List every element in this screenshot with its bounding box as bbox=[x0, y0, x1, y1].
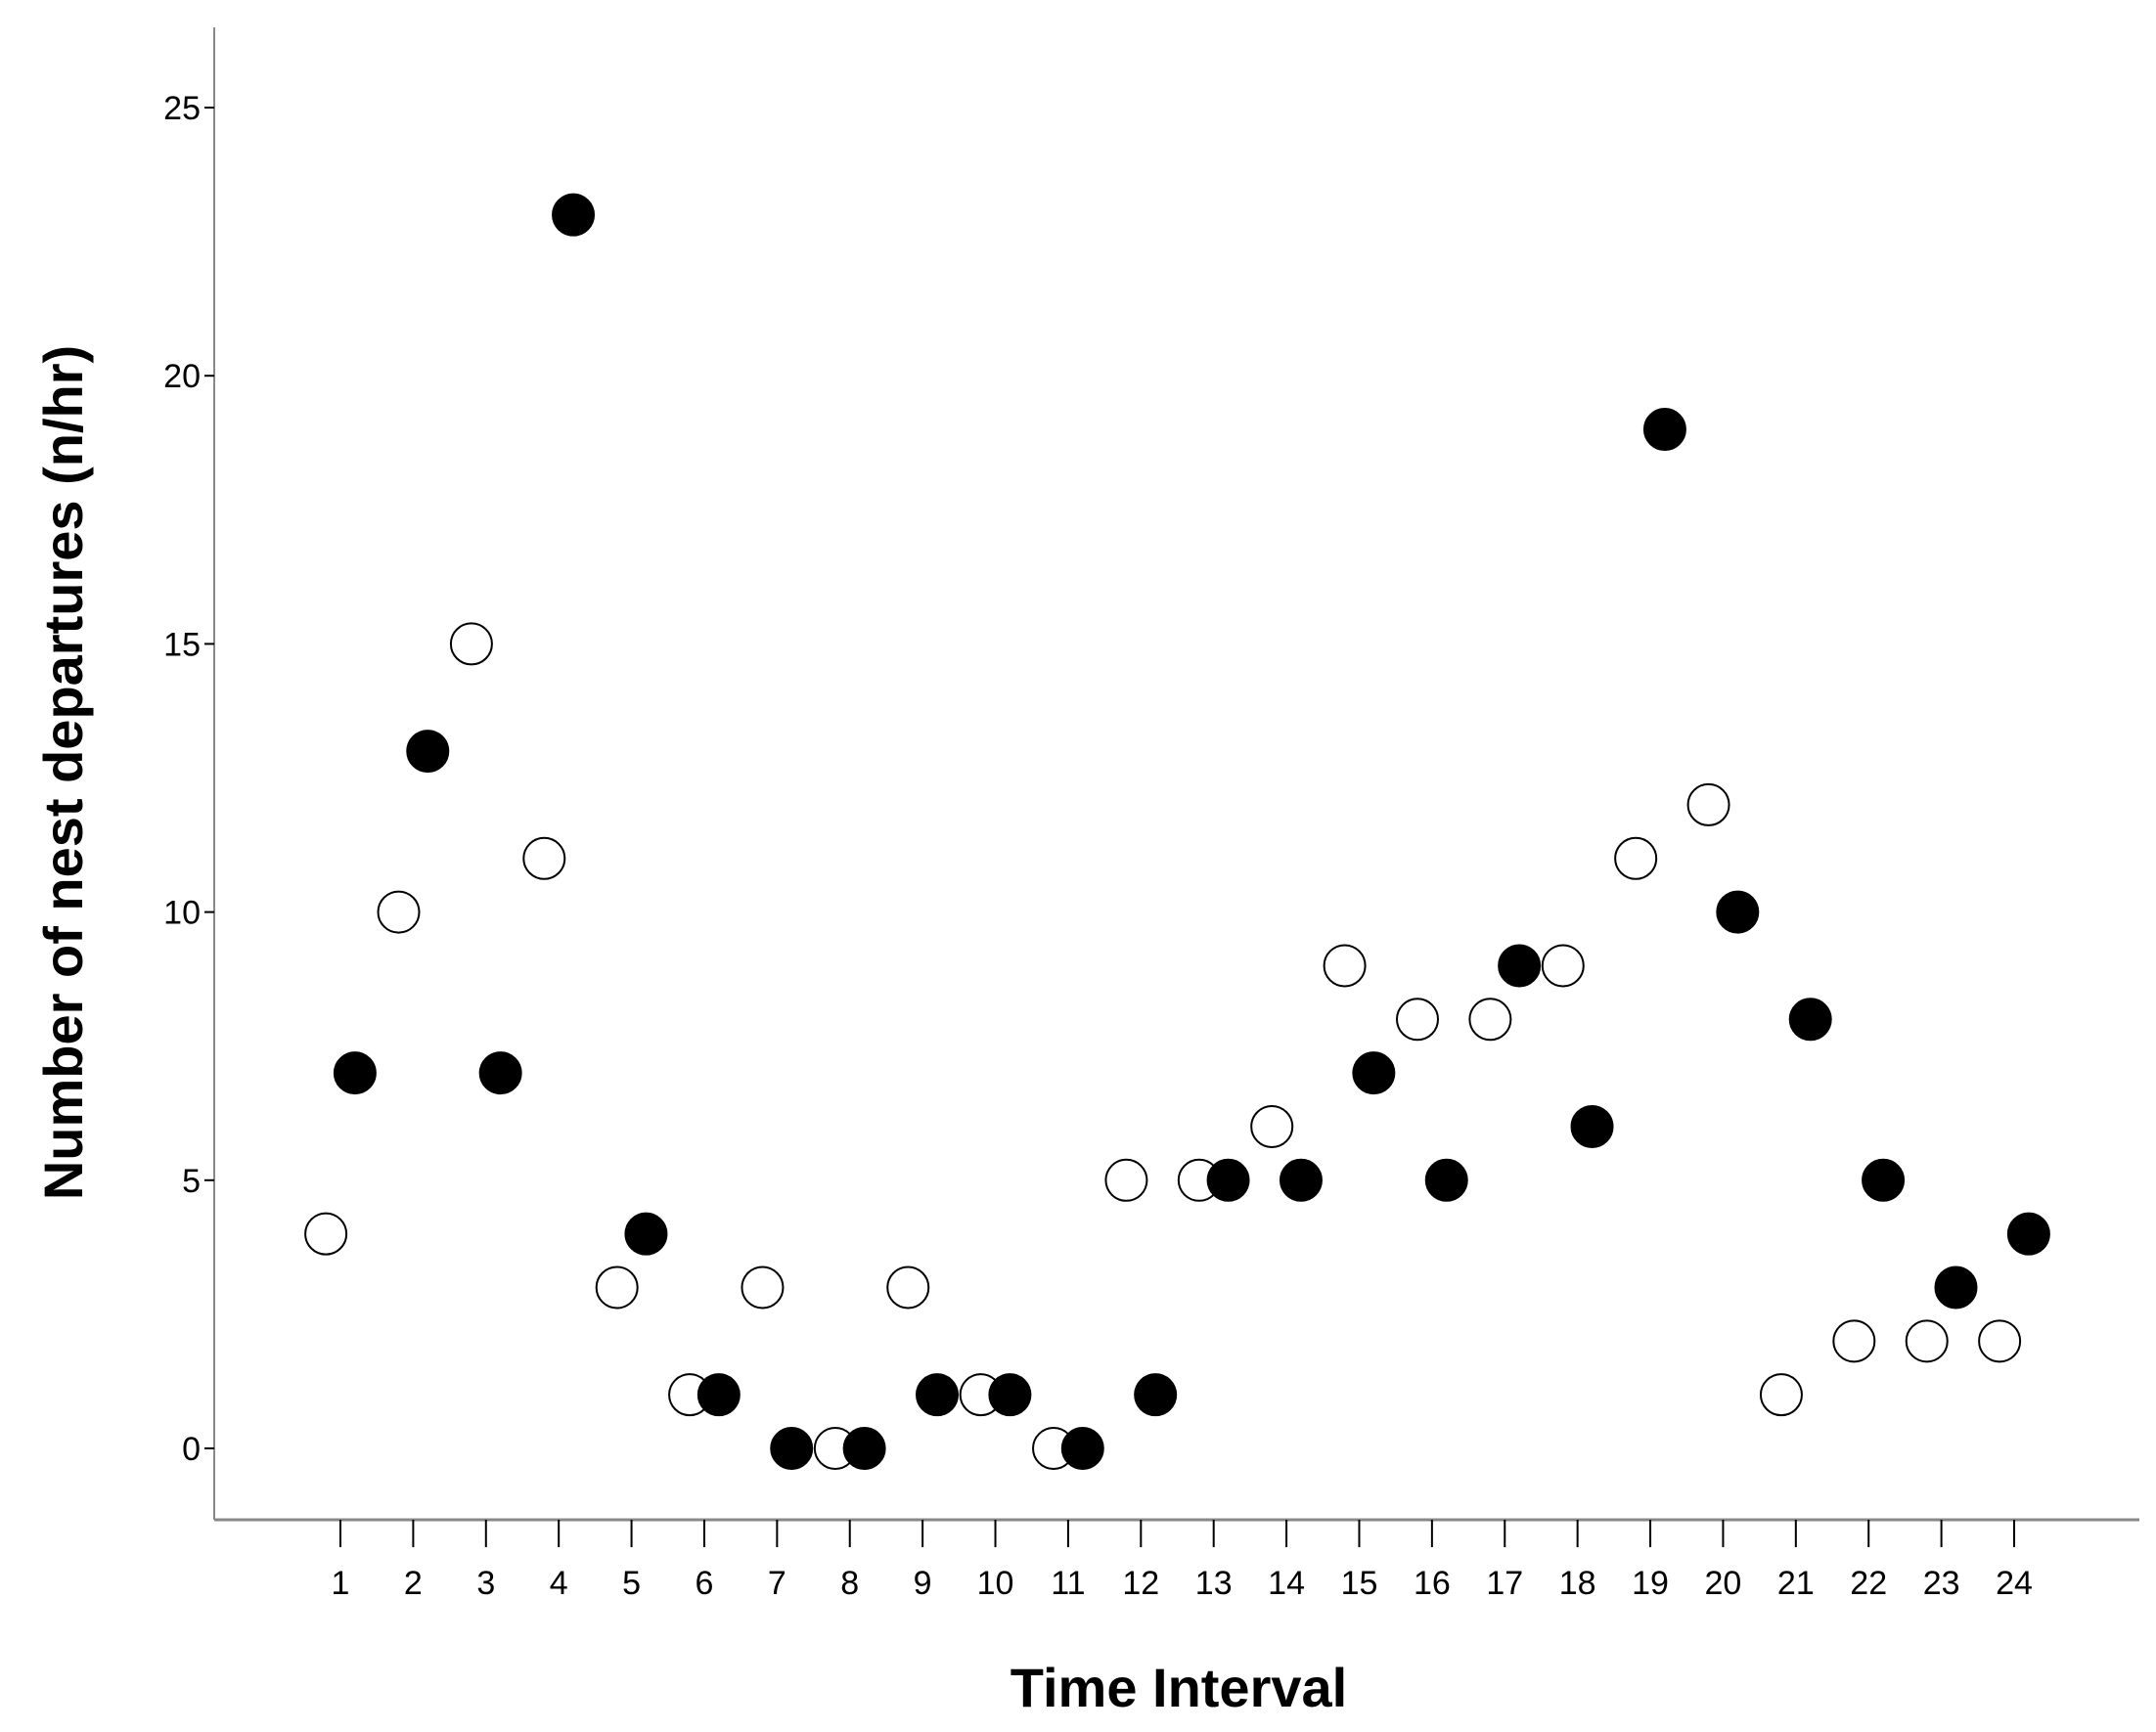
open-point bbox=[886, 1266, 930, 1310]
x-tick-label: 12 bbox=[1122, 1565, 1159, 1602]
open-point bbox=[741, 1266, 785, 1310]
x-tick-label: 7 bbox=[768, 1565, 786, 1602]
filled-point bbox=[1060, 1427, 1104, 1470]
x-tick-label: 19 bbox=[1632, 1565, 1669, 1602]
x-tick-label: 15 bbox=[1341, 1565, 1378, 1602]
open-point bbox=[1686, 782, 1730, 826]
open-point bbox=[1905, 1319, 1949, 1363]
x-tick-label: 9 bbox=[914, 1565, 932, 1602]
x-tick-label: 22 bbox=[1850, 1565, 1887, 1602]
filled-point bbox=[1352, 1051, 1396, 1095]
filled-point bbox=[552, 193, 596, 237]
filled-point bbox=[406, 730, 450, 774]
x-tick-label: 17 bbox=[1486, 1565, 1523, 1602]
y-tick-label: 25 bbox=[163, 90, 201, 127]
data-points bbox=[304, 193, 2050, 1470]
x-tick-label: 3 bbox=[476, 1565, 495, 1602]
x-tick-label: 4 bbox=[550, 1565, 568, 1602]
x-tick-label: 1 bbox=[332, 1565, 350, 1602]
open-point bbox=[1832, 1319, 1876, 1363]
open-point bbox=[304, 1212, 348, 1256]
open-point bbox=[1614, 836, 1658, 880]
open-point bbox=[449, 622, 493, 666]
filled-point bbox=[916, 1373, 960, 1417]
x-tick-label: 2 bbox=[404, 1565, 423, 1602]
x-tick-label: 21 bbox=[1777, 1565, 1815, 1602]
open-point bbox=[1541, 944, 1585, 988]
y-axis-title: Number of nest departures (n/hr) bbox=[32, 345, 94, 1200]
x-tick-label: 16 bbox=[1414, 1565, 1451, 1602]
filled-point bbox=[1716, 890, 1760, 934]
filled-point bbox=[1279, 1158, 1323, 1202]
x-tick-label: 11 bbox=[1051, 1565, 1085, 1602]
y-tick-label: 20 bbox=[163, 358, 201, 395]
x-tick-label: 20 bbox=[1705, 1565, 1742, 1602]
filled-point bbox=[1206, 1158, 1250, 1202]
filled-point bbox=[478, 1051, 522, 1095]
filled-point bbox=[770, 1427, 814, 1470]
open-point bbox=[1323, 944, 1367, 988]
open-point bbox=[1978, 1319, 2022, 1363]
open-point bbox=[1250, 1104, 1294, 1148]
open-point bbox=[595, 1266, 639, 1310]
x-tick-label: 14 bbox=[1268, 1565, 1305, 1602]
y-tick-label: 5 bbox=[182, 1163, 201, 1200]
filled-point bbox=[1570, 1104, 1614, 1148]
filled-point bbox=[1498, 944, 1542, 988]
x-tick-label: 13 bbox=[1195, 1565, 1233, 1602]
filled-point bbox=[1862, 1158, 1906, 1202]
filled-point bbox=[988, 1373, 1032, 1417]
x-tick-label: 10 bbox=[977, 1565, 1014, 1602]
filled-point bbox=[624, 1212, 668, 1256]
open-point bbox=[1104, 1158, 1148, 1202]
open-point bbox=[522, 836, 566, 880]
filled-point bbox=[842, 1427, 886, 1470]
x-tick-label: 18 bbox=[1559, 1565, 1596, 1602]
filled-point bbox=[696, 1373, 741, 1417]
filled-point bbox=[2006, 1212, 2050, 1256]
filled-point bbox=[1134, 1373, 1178, 1417]
y-tick-label: 0 bbox=[182, 1431, 201, 1468]
x-tick-label: 5 bbox=[622, 1565, 641, 1602]
filled-point bbox=[1934, 1266, 1978, 1310]
filled-point bbox=[333, 1051, 377, 1095]
x-tick-label: 23 bbox=[1923, 1565, 1960, 1602]
open-point bbox=[1759, 1373, 1803, 1417]
y-tick-label: 15 bbox=[163, 626, 201, 663]
open-point bbox=[1395, 998, 1439, 1042]
filled-point bbox=[1642, 408, 1686, 452]
x-tick-label: 24 bbox=[1996, 1565, 2033, 1602]
filled-point bbox=[1788, 998, 1832, 1042]
open-point bbox=[1468, 998, 1512, 1042]
filled-point bbox=[1424, 1158, 1468, 1202]
x-tick-label: 6 bbox=[695, 1565, 713, 1602]
y-tick-label: 10 bbox=[163, 895, 201, 932]
x-tick-label: 8 bbox=[840, 1565, 859, 1602]
x-axis-title: Time Interval bbox=[1011, 1657, 1347, 1718]
open-point bbox=[377, 890, 421, 934]
